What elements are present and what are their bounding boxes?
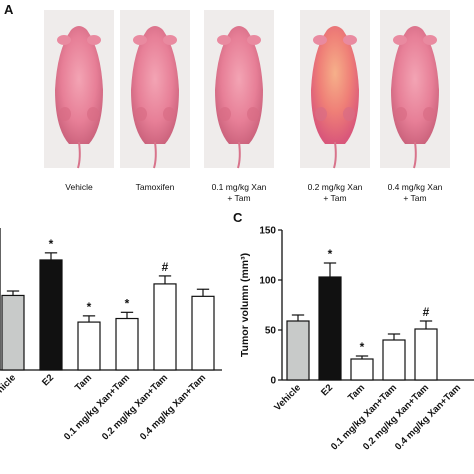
- mouse-ear-left: [57, 35, 71, 45]
- photo-caption-line: 0.4 mg/kg Xan: [388, 182, 443, 192]
- mouse-tail: [237, 141, 241, 169]
- bar: [318, 276, 342, 381]
- mouse-photo-row: [44, 10, 450, 169]
- mouse-photo-4: [300, 10, 370, 169]
- bar: [382, 339, 406, 381]
- panel-b-bar-chart: Vehicle * E2 * Tam * 0.1 mg/kg Xan+Tam #0.2 mg/…: [0, 228, 222, 443]
- tumor-left: [135, 107, 147, 121]
- mouse-ear-right: [87, 35, 101, 45]
- significance-mark: *: [87, 300, 92, 314]
- tumor-left: [59, 107, 71, 121]
- significance-mark: *: [328, 247, 333, 261]
- category-label: 0.1 mg/kg Xan+Tam: [62, 372, 132, 442]
- mouse-ear-left: [393, 35, 407, 45]
- category-label: Tam: [73, 372, 94, 393]
- mouse-ear-right: [163, 35, 177, 45]
- tumor-left: [395, 107, 407, 121]
- photo-caption-line: 0.2 mg/kg Xan: [308, 182, 363, 192]
- mouse-tail: [153, 141, 157, 169]
- mouse-photo-5: [380, 10, 450, 169]
- tumor-left: [315, 107, 327, 121]
- significance-mark: *: [49, 237, 54, 251]
- category-label: Vehicle: [0, 372, 18, 403]
- panel-a-letter: A: [4, 2, 14, 17]
- mouse-tail: [77, 141, 81, 169]
- category-label: Tam: [346, 382, 367, 403]
- bar: [153, 283, 177, 371]
- bar: [350, 358, 374, 381]
- mouse-ear-left: [313, 35, 327, 45]
- bar: [286, 320, 310, 381]
- mouse-photo-2: [120, 10, 190, 169]
- category-label: E2: [319, 382, 335, 398]
- photo-caption-line: + Tam: [403, 193, 426, 203]
- mouse-ear-left: [133, 35, 147, 45]
- significance-mark: *: [360, 340, 365, 354]
- significance-mark: #: [423, 305, 430, 319]
- y-tick-label: 50: [265, 326, 277, 337]
- mouse-photo-3: [204, 10, 274, 169]
- mouse-ear-right: [423, 35, 437, 45]
- bar: [39, 259, 63, 371]
- photo-caption-line: 0.1 mg/kg Xan: [212, 182, 267, 192]
- tumor-right: [247, 107, 259, 121]
- photo-caption-line: Tamoxifen: [136, 182, 175, 192]
- y-tick-label: 100: [259, 276, 276, 287]
- bar: [115, 317, 139, 371]
- mouse-tail: [413, 141, 417, 169]
- category-label: E2: [40, 372, 56, 388]
- bar: [414, 328, 438, 381]
- tumor-right: [343, 107, 355, 121]
- photo-caption-line: + Tam: [323, 193, 346, 203]
- tumor-right: [87, 107, 99, 121]
- mouse-ear-left: [217, 35, 231, 45]
- mouse-photo-1: [44, 10, 114, 169]
- photo-caption-line: + Tam: [227, 193, 250, 203]
- y-tick-label: 0: [270, 376, 276, 387]
- bar: [191, 295, 215, 371]
- mouse-ear-right: [247, 35, 261, 45]
- y-tick-label: 150: [259, 226, 276, 237]
- mouse-ear-right: [343, 35, 357, 45]
- tumor-right: [163, 107, 175, 121]
- tumor-left: [219, 107, 231, 121]
- bar: [77, 321, 101, 371]
- mouse-tail: [333, 141, 337, 169]
- category-label: Vehicle: [272, 382, 303, 413]
- photo-caption-line: Vehicle: [65, 182, 93, 192]
- panel-c-letter: C: [233, 210, 243, 225]
- significance-mark: #: [162, 260, 169, 274]
- significance-mark: *: [125, 296, 130, 310]
- y-axis-title: Tumor volumn (mm³): [239, 253, 251, 357]
- bar: [1, 294, 25, 371]
- category-label: 0.4 mg/kg Xan+Tam: [138, 372, 208, 442]
- category-label: 0.2 mg/kg Xan+Tam: [100, 372, 170, 442]
- tumor-right: [423, 107, 435, 121]
